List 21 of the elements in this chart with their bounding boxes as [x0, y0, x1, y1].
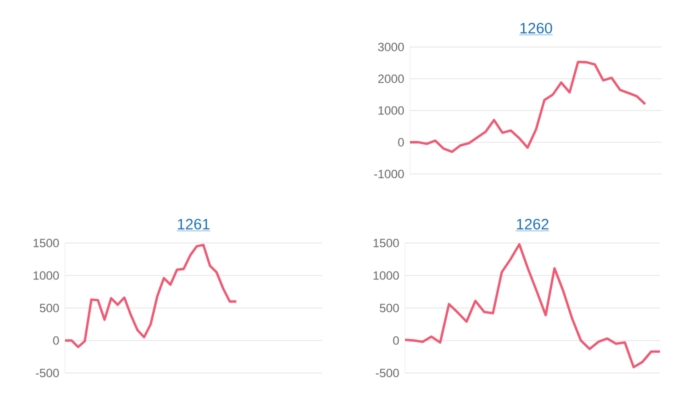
chart-title: 1260	[520, 22, 552, 34]
y-tick-label: 0	[398, 138, 404, 146]
y-tick-label: 0	[393, 336, 399, 345]
chart-title: 1262	[516, 218, 548, 230]
y-tick-label: 3000	[378, 42, 404, 52]
y-tick-label: -1000	[374, 170, 404, 178]
line-series	[64, 244, 238, 348]
y-tick-label: 500	[380, 304, 399, 312]
y-tick-label: 2000	[378, 74, 404, 83]
y-tick-label: 1500	[374, 238, 399, 248]
y-tick-label: 500	[40, 304, 59, 312]
y-tick-label: 0	[53, 336, 59, 345]
chart-title: 1261	[178, 218, 210, 230]
line-series	[404, 243, 662, 368]
y-tick-label: -500	[376, 368, 399, 378]
y-tick-label: 1000	[378, 106, 404, 115]
line-series	[408, 60, 646, 153]
y-tick-label: 1500	[34, 238, 59, 248]
y-tick-label: 1000	[374, 271, 399, 280]
y-tick-label: -500	[36, 368, 59, 378]
y-tick-label: 1000	[34, 271, 59, 280]
